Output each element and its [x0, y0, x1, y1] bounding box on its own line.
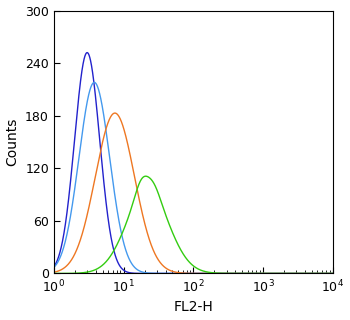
X-axis label: FL2-H: FL2-H	[174, 300, 213, 315]
Y-axis label: Counts: Counts	[6, 118, 20, 166]
